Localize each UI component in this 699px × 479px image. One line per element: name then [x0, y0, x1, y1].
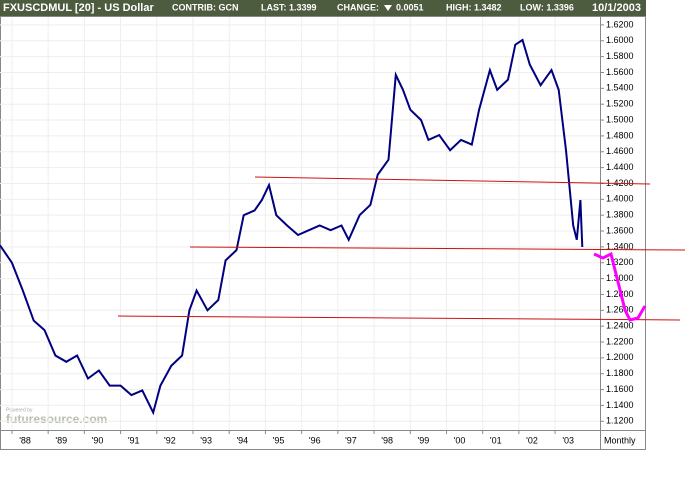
y-tick-label: 1.2200 — [606, 336, 634, 346]
watermark-small: Powered by — [6, 407, 33, 413]
watermark: futuresource.com — [6, 412, 107, 426]
x-tick-label: '98 — [381, 435, 393, 445]
header-field: CONTRIB: GCN — [172, 2, 239, 12]
x-tick-label: '97 — [345, 435, 357, 445]
y-tick-label: 1.2000 — [606, 352, 634, 362]
y-tick-label: 1.2400 — [606, 321, 634, 331]
header-field: HIGH: 1.3482 — [446, 2, 502, 12]
header-field: 0.0051 — [396, 2, 424, 12]
trend-line — [254, 176, 651, 185]
trend-line — [117, 315, 681, 321]
x-tick-label: '03 — [562, 435, 574, 445]
change-arrow — [384, 5, 392, 11]
y-tick-label: 1.4000 — [606, 194, 634, 204]
x-tick-label: '02 — [526, 435, 538, 445]
header-bar — [0, 0, 646, 16]
y-tick-label: 1.6000 — [606, 35, 634, 45]
x-tick-label: '95 — [273, 435, 285, 445]
x-tick-label: '89 — [55, 435, 67, 445]
x-tick-label: '96 — [309, 435, 321, 445]
y-tick-label: 1.3800 — [606, 210, 634, 220]
y-tick-label: 1.3200 — [606, 257, 634, 267]
y-tick-label: 1.1600 — [606, 384, 634, 394]
header-field: LOW: 1.3396 — [520, 2, 574, 12]
y-tick-label: 1.4600 — [606, 146, 634, 156]
chart-title: FXUSCDMUL [20] - US Dollar — [3, 2, 154, 14]
y-tick-label: 1.5200 — [606, 99, 634, 109]
x-tick-label: '93 — [200, 435, 212, 445]
plot-area: 1.1200 1.1400 1.1600 1.1800 1.2000 1.2200 1.24… — [0, 17, 634, 445]
header-field: CHANGE: — [337, 2, 379, 12]
y-tick-label: 1.4800 — [606, 130, 634, 140]
y-tick-label: 1.5000 — [606, 114, 634, 124]
price-line — [0, 38, 584, 416]
x-tick-label: '88 — [19, 435, 31, 445]
x-tick-label: '91 — [128, 435, 140, 445]
x-tick-label: '94 — [236, 435, 248, 445]
y-tick-label: 1.1800 — [606, 368, 634, 378]
x-tick-label: '90 — [92, 435, 104, 445]
y-tick-label: 1.3000 — [606, 273, 634, 283]
y-tick-label: 1.5400 — [606, 83, 634, 93]
y-tick-label: 1.3400 — [606, 241, 634, 251]
y-tick-label: 1.2600 — [606, 305, 634, 315]
x-axis-label: Monthly — [604, 435, 636, 445]
y-tick-label: 1.5600 — [606, 67, 634, 77]
y-tick-label: 1.1400 — [606, 400, 634, 410]
trend-line — [189, 246, 686, 251]
header-date: 10/1/2003 — [592, 2, 641, 14]
y-tick-label: 1.6200 — [606, 19, 634, 29]
y-tick-label: 1.4200 — [606, 178, 634, 188]
y-tick-label: 1.3600 — [606, 225, 634, 235]
x-tick-label: '01 — [490, 435, 502, 445]
y-tick-label: 1.5800 — [606, 51, 634, 61]
x-tick-label: '92 — [164, 435, 176, 445]
projection — [593, 251, 647, 322]
x-tick-label: '99 — [418, 435, 430, 445]
header-field: LAST: 1.3399 — [261, 2, 317, 12]
y-tick-label: 1.1200 — [606, 416, 634, 426]
y-tick-label: 1.4400 — [606, 162, 634, 172]
x-tick-label: '00 — [454, 435, 466, 445]
chart-frame — [0, 16, 646, 450]
